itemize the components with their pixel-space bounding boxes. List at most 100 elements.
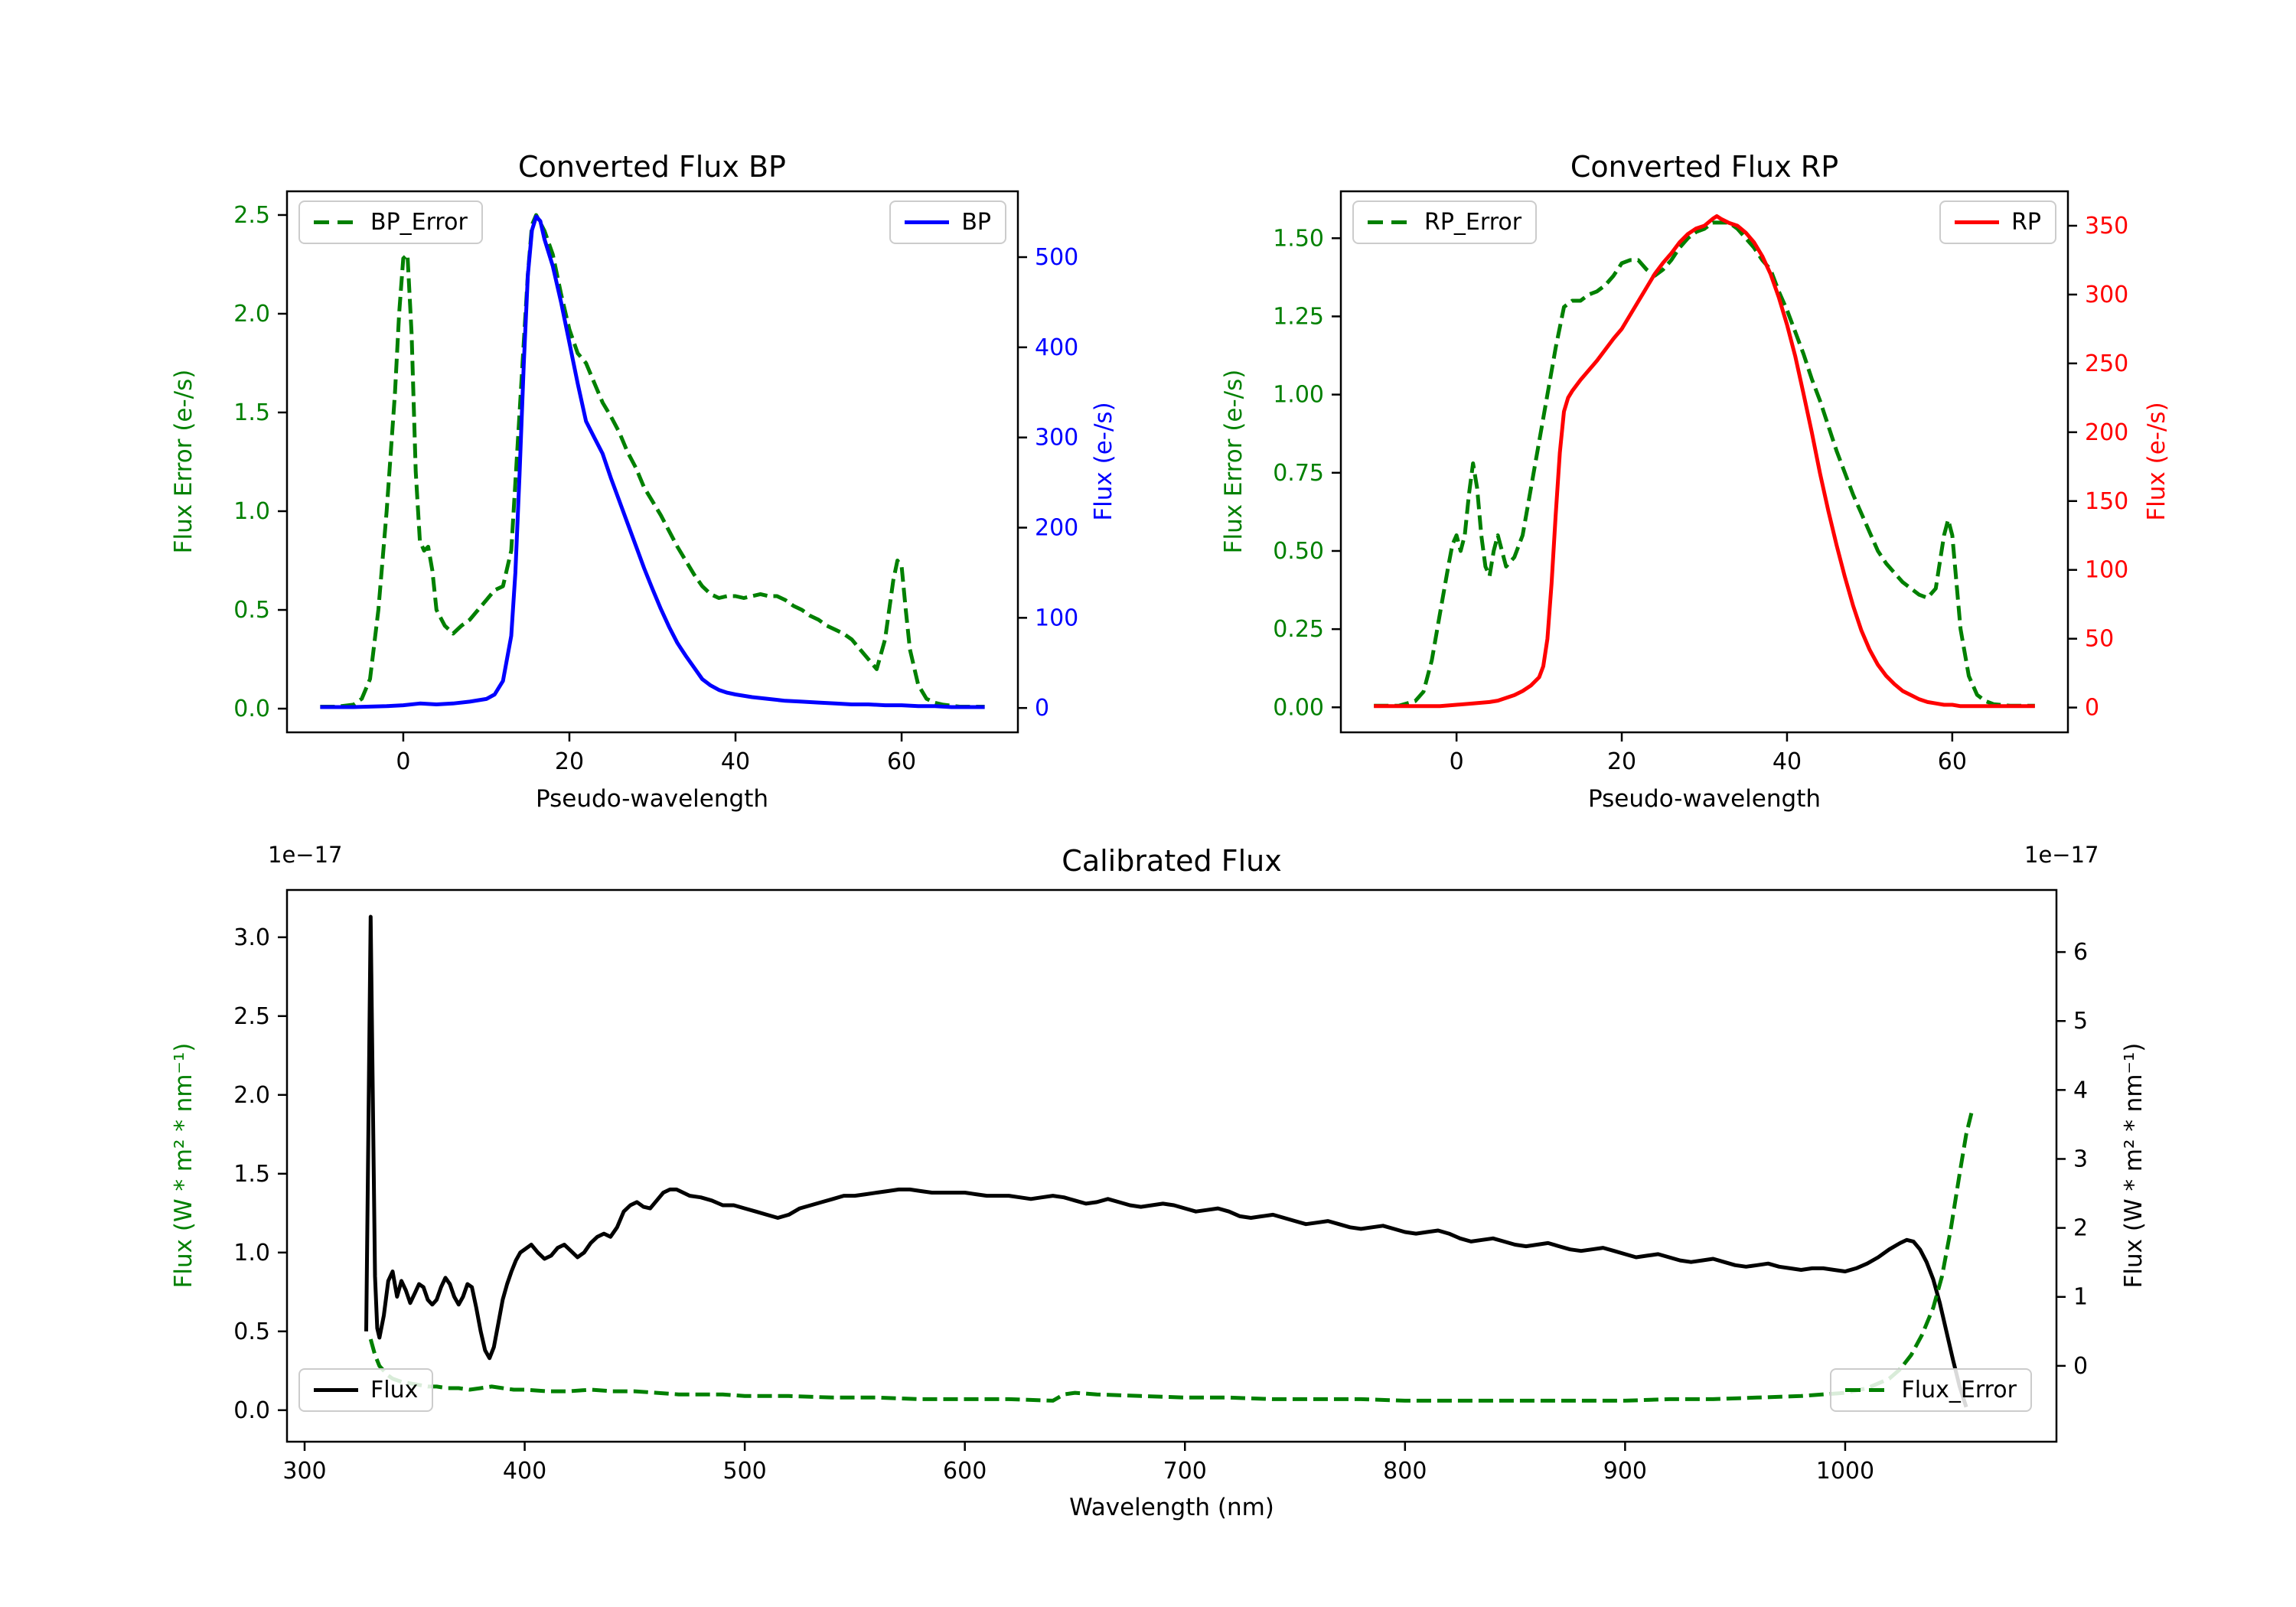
bp_error-line <box>320 213 985 709</box>
xlabel-bp: Pseudo-wavelength <box>535 785 769 813</box>
x-tick-label: 20 <box>1607 748 1636 775</box>
y-tick-label-left: 1.00 <box>1273 382 1324 409</box>
y-tick-label-right: 2 <box>2073 1215 2088 1242</box>
y-tick-label-right: 300 <box>2085 282 2128 308</box>
y-tick-label-left: 3.0 <box>233 924 270 951</box>
xlabel-cal: Wavelength (nm) <box>1069 1494 1274 1521</box>
legend-line-sample-solid <box>1955 220 2000 224</box>
series-group <box>364 914 1975 1408</box>
legend-label: BP_Error <box>370 209 468 236</box>
x-tick-label: 300 <box>282 1458 326 1485</box>
y-tick-label-left: 0.50 <box>1273 538 1324 565</box>
y-tick-label-right: 350 <box>2085 213 2128 240</box>
x-tick-label: 40 <box>721 748 750 775</box>
y-tick-label-right: 200 <box>2085 419 2128 446</box>
legend-label: Flux <box>370 1377 419 1403</box>
y-tick-label-right: 100 <box>1035 605 1078 631</box>
bp-line <box>320 214 985 709</box>
chart-title-rp: Converted Flux RP <box>1570 150 1839 184</box>
y-tick-label-right: 400 <box>1035 334 1078 361</box>
xlabel-rp: Pseudo-wavelength <box>1587 785 1821 813</box>
y-tick-label-left: 2.0 <box>233 1082 270 1109</box>
y-tick-label-left: 0.25 <box>1273 616 1324 643</box>
legend-rp: RP <box>1939 200 2056 244</box>
y-tick-label-right: 5 <box>2073 1008 2088 1035</box>
y-tick-label-right: 6 <box>2073 939 2088 966</box>
y-tick-label-right: 0 <box>2085 695 2099 722</box>
chart-title-bp: Converted Flux BP <box>518 150 786 184</box>
legend-label: RP <box>2011 209 2041 236</box>
x-tick-label: 700 <box>1163 1458 1207 1485</box>
legend-bp: BP <box>889 200 1006 244</box>
flux-line <box>364 914 1968 1408</box>
rp_error-line <box>1374 220 2035 708</box>
ylabel-cal-left: Flux (W * m² * nm⁻¹) <box>170 1042 197 1289</box>
flux_error-line <box>368 1107 1975 1403</box>
y-tick-label-left: 1.25 <box>1273 303 1324 330</box>
legend-line-sample-dashed <box>314 220 358 224</box>
y-tick-label-right: 300 <box>1035 425 1078 451</box>
axes-frame <box>285 888 2058 1443</box>
x-tick-label: 0 <box>1450 748 1464 775</box>
y-tick-label-left: 2.5 <box>233 1003 270 1030</box>
ylabel-rp-right: Flux (e-/s) <box>2143 402 2170 521</box>
y-tick-label-left: 0.0 <box>233 696 270 722</box>
x-tick-label: 1000 <box>1816 1458 1874 1485</box>
legend-bp-error: BP_Error <box>298 200 483 244</box>
x-tick-label: 0 <box>396 748 410 775</box>
y-tick-label-left: 1.50 <box>1273 225 1324 252</box>
y-tick-label-right: 50 <box>2085 626 2114 653</box>
series-group <box>1374 214 2035 709</box>
y-tick-label-right: 150 <box>2085 488 2128 515</box>
legend-flux-error: Flux_Error <box>1829 1368 2032 1412</box>
axes-frame <box>285 190 1019 734</box>
offset-text-right: 1e−17 <box>2024 842 2099 868</box>
y-tick-label-left: 0.75 <box>1273 460 1324 487</box>
x-tick-label: 60 <box>887 748 916 775</box>
axes-frame <box>1339 190 2069 734</box>
x-tick-label: 800 <box>1383 1458 1427 1485</box>
x-tick-label: 900 <box>1603 1458 1647 1485</box>
y-tick-label-right: 0 <box>1035 695 1049 722</box>
y-tick-label-left: 1.5 <box>233 1161 270 1188</box>
series-group <box>320 213 985 709</box>
legend-rp-error: RP_Error <box>1352 200 1538 244</box>
legend-line-sample-dashed <box>1844 1388 1890 1392</box>
y-tick-label-right: 0 <box>2073 1353 2088 1380</box>
y-tick-label-left: 1.0 <box>233 1240 270 1266</box>
x-tick-label: 20 <box>555 748 584 775</box>
y-tick-label-right: 100 <box>2085 557 2128 584</box>
y-tick-label-right: 200 <box>1035 515 1078 542</box>
x-tick-label: 600 <box>943 1458 987 1485</box>
x-tick-label: 500 <box>722 1458 766 1485</box>
y-tick-label-right: 3 <box>2073 1146 2088 1172</box>
ylabel-rp-left: Flux Error (e-/s) <box>1220 369 1247 554</box>
legend-label: BP <box>961 209 991 236</box>
rp-line <box>1374 214 2035 709</box>
legend-line-sample-solid <box>905 220 950 224</box>
ylabel-bp-left: Flux Error (e-/s) <box>170 369 197 554</box>
legend-line-sample-dashed <box>1368 220 1412 224</box>
y-tick-label-left: 1.5 <box>233 399 270 426</box>
legend-flux: Flux <box>298 1368 434 1412</box>
y-tick-label-right: 250 <box>2085 350 2128 377</box>
ylabel-bp-right: Flux (e-/s) <box>1090 402 1117 521</box>
y-tick-label-right: 4 <box>2073 1077 2088 1103</box>
y-tick-label-left: 0.5 <box>233 597 270 624</box>
legend-label: RP_Error <box>1424 209 1522 236</box>
y-tick-label-left: 1.0 <box>233 498 270 525</box>
x-tick-label: 400 <box>503 1458 546 1485</box>
y-tick-label-right: 1 <box>2073 1284 2088 1311</box>
x-tick-label: 40 <box>1773 748 1802 775</box>
y-tick-label-left: 0.0 <box>233 1397 270 1424</box>
ylabel-cal-right: Flux (W * m² * nm⁻¹) <box>2120 1042 2148 1289</box>
y-tick-label-right: 500 <box>1035 244 1078 271</box>
offset-text-left: 1e−17 <box>268 842 343 868</box>
legend-line-sample-solid <box>314 1388 358 1392</box>
y-tick-label-left: 0.5 <box>233 1319 270 1345</box>
chart-title-calibrated: Calibrated Flux <box>1062 844 1282 878</box>
y-tick-label-left: 2.5 <box>233 202 270 229</box>
y-tick-label-left: 2.0 <box>233 301 270 328</box>
